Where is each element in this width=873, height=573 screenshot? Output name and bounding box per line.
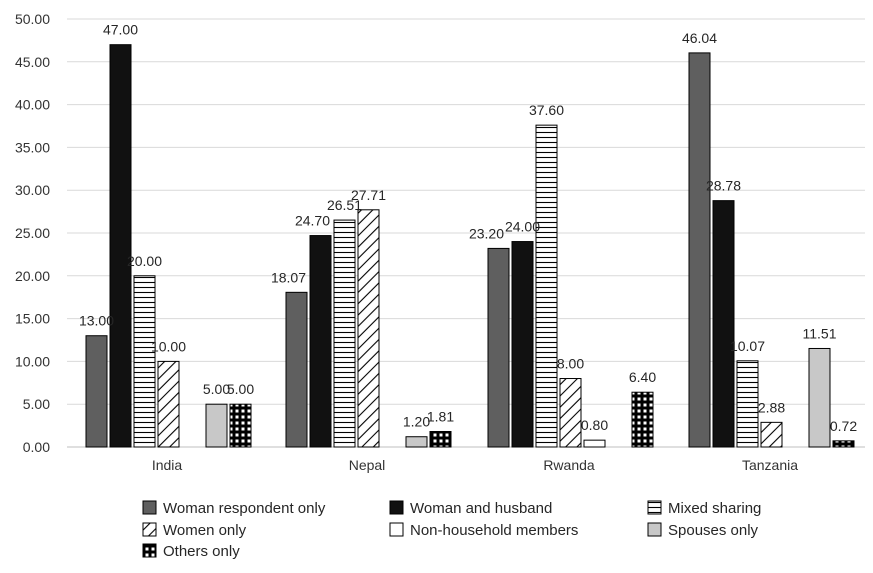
legend-swatch-women-only <box>142 522 157 537</box>
legend-item-spouses-only: Spouses only <box>647 522 759 539</box>
y-tick-label: 10.00 <box>15 353 50 369</box>
y-axis-tick-labels: 0.00 5.00 10.00 15.00 20.00 25.00 30.00 35.00 40… <box>15 11 50 455</box>
category-label-rwanda: Rwanda <box>543 457 595 473</box>
legend-swatch-woman-and-husband <box>389 500 404 515</box>
gridlines <box>67 18 865 448</box>
data-label-woman-and-husband-nepal: 24.70 <box>295 213 330 229</box>
data-label-women-only-nepal: 27.71 <box>351 187 386 203</box>
category-label-nepal: Nepal <box>349 457 386 473</box>
bar-mixed-sharing-india <box>133 275 156 448</box>
legend-item-non-household-members: Non-household members <box>389 522 578 539</box>
bar-mixed-sharing-tanzania <box>736 360 759 448</box>
data-label-woman-respondent-only-tanzania: 46.04 <box>682 30 717 46</box>
legend-item-woman-and-husband: Woman and husband <box>389 500 552 517</box>
data-label-mixed-sharing-india: 20.00 <box>127 253 162 269</box>
data-label-mixed-sharing-rwanda: 37.60 <box>529 102 564 118</box>
data-label-woman-and-husband-tanzania: 28.78 <box>706 178 741 194</box>
legend-item-women-only: Women only <box>142 522 247 539</box>
category-label-india: India <box>152 457 183 473</box>
y-tick-label: 15.00 <box>15 311 50 327</box>
data-label-women-only-rwanda: 8.00 <box>557 356 584 372</box>
bar-mixed-sharing-rwanda <box>535 124 558 448</box>
y-tick-label: 45.00 <box>15 54 50 70</box>
y-tick-label: 0.00 <box>23 439 50 455</box>
y-tick-label: 40.00 <box>15 97 50 113</box>
data-label-others-only-nepal: 1.81 <box>427 409 454 425</box>
category-label-tanzania: Tanzania <box>742 457 798 473</box>
bar-spouses-only-nepal <box>405 436 428 448</box>
data-label-woman-and-husband-rwanda: 24.00 <box>505 219 540 235</box>
legend-label-spouses-only: Spouses only <box>668 522 759 539</box>
data-label-woman-respondent-only-rwanda: 23.20 <box>469 225 504 241</box>
y-tick-label: 50.00 <box>15 11 50 27</box>
bar-spouses-only-tanzania <box>808 347 831 448</box>
data-label-spouses-only-india: 5.00 <box>203 381 230 397</box>
y-tick-label: 25.00 <box>15 225 50 241</box>
y-tick-label: 5.00 <box>23 396 50 412</box>
x-axis-category-labels: India Nepal Rwanda Tanzania <box>152 457 798 473</box>
legend-swatch-others-only <box>142 543 157 558</box>
bar-woman-respondent-only-tanzania <box>688 52 711 448</box>
bar-non-household-members-rwanda <box>583 439 606 448</box>
legend-label-woman-respondent-only: Woman respondent only <box>163 500 326 517</box>
bar-others-only-nepal <box>429 431 452 448</box>
bar-woman-and-husband-india <box>109 44 132 448</box>
bar-woman-respondent-only-rwanda <box>487 247 510 448</box>
legend-swatch-spouses-only <box>647 522 662 537</box>
data-label-mixed-sharing-tanzania: 10.07 <box>730 338 765 354</box>
bar-woman-and-husband-rwanda <box>511 241 534 448</box>
bars <box>85 44 855 448</box>
legend-swatch-non-household-members <box>389 522 404 537</box>
bar-woman-and-husband-tanzania <box>712 200 735 448</box>
legend-swatch-mixed-sharing <box>647 500 662 515</box>
data-label-woman-and-husband-india: 47.00 <box>103 22 138 38</box>
y-tick-label: 35.00 <box>15 139 50 155</box>
data-label-woman-respondent-only-india: 13.00 <box>79 313 114 329</box>
data-label-mixed-sharing-nepal: 26.51 <box>327 197 362 213</box>
legend-label-mixed-sharing: Mixed sharing <box>668 500 761 517</box>
data-label-non-household-members-rwanda: 0.80 <box>581 417 608 433</box>
legend-item-woman-respondent-only: Woman respondent only <box>142 500 326 517</box>
bar-women-only-india <box>157 360 180 448</box>
bar-woman-respondent-only-nepal <box>285 291 308 448</box>
data-label-spouses-only-nepal: 1.20 <box>403 414 430 430</box>
data-label-spouses-only-tanzania: 11.51 <box>803 325 837 341</box>
legend: Woman respondent only Woman and husband Mi… <box>142 500 761 560</box>
bar-others-only-india <box>229 403 252 448</box>
data-label-others-only-tanzania: 0.72 <box>830 418 857 434</box>
data-label-others-only-rwanda: 6.40 <box>629 369 656 385</box>
data-label-woman-respondent-only-nepal: 18.07 <box>271 269 306 285</box>
y-tick-label: 30.00 <box>15 182 50 198</box>
bar-others-only-rwanda <box>631 391 654 448</box>
data-label-women-only-india: 10.00 <box>151 338 186 354</box>
data-label-women-only-tanzania: 2.88 <box>758 399 785 415</box>
legend-swatch-woman-respondent-only <box>142 500 157 515</box>
bar-woman-and-husband-nepal <box>309 235 332 448</box>
legend-label-women-only: Women only <box>163 522 247 539</box>
bar-women-only-tanzania <box>760 421 783 448</box>
legend-item-mixed-sharing: Mixed sharing <box>647 500 761 517</box>
legend-label-woman-and-husband: Woman and husband <box>410 500 552 517</box>
legend-label-others-only: Others only <box>163 543 240 560</box>
bar-mixed-sharing-nepal <box>333 219 356 448</box>
bar-spouses-only-india <box>205 403 228 448</box>
bar-women-only-nepal <box>357 209 380 448</box>
data-labels: 13.00 47.00 20.00 10.00 5.005.00 18.07 24.7026… <box>79 22 857 434</box>
bar-woman-respondent-only-india <box>85 335 108 448</box>
y-tick-label: 20.00 <box>15 268 50 284</box>
data-label-others-only-india: 5.00 <box>227 381 254 397</box>
legend-label-non-household-members: Non-household members <box>410 522 578 539</box>
legend-item-others-only: Others only <box>142 543 240 560</box>
bar-others-only-tanzania <box>832 440 855 448</box>
bar-women-only-rwanda <box>559 378 582 448</box>
